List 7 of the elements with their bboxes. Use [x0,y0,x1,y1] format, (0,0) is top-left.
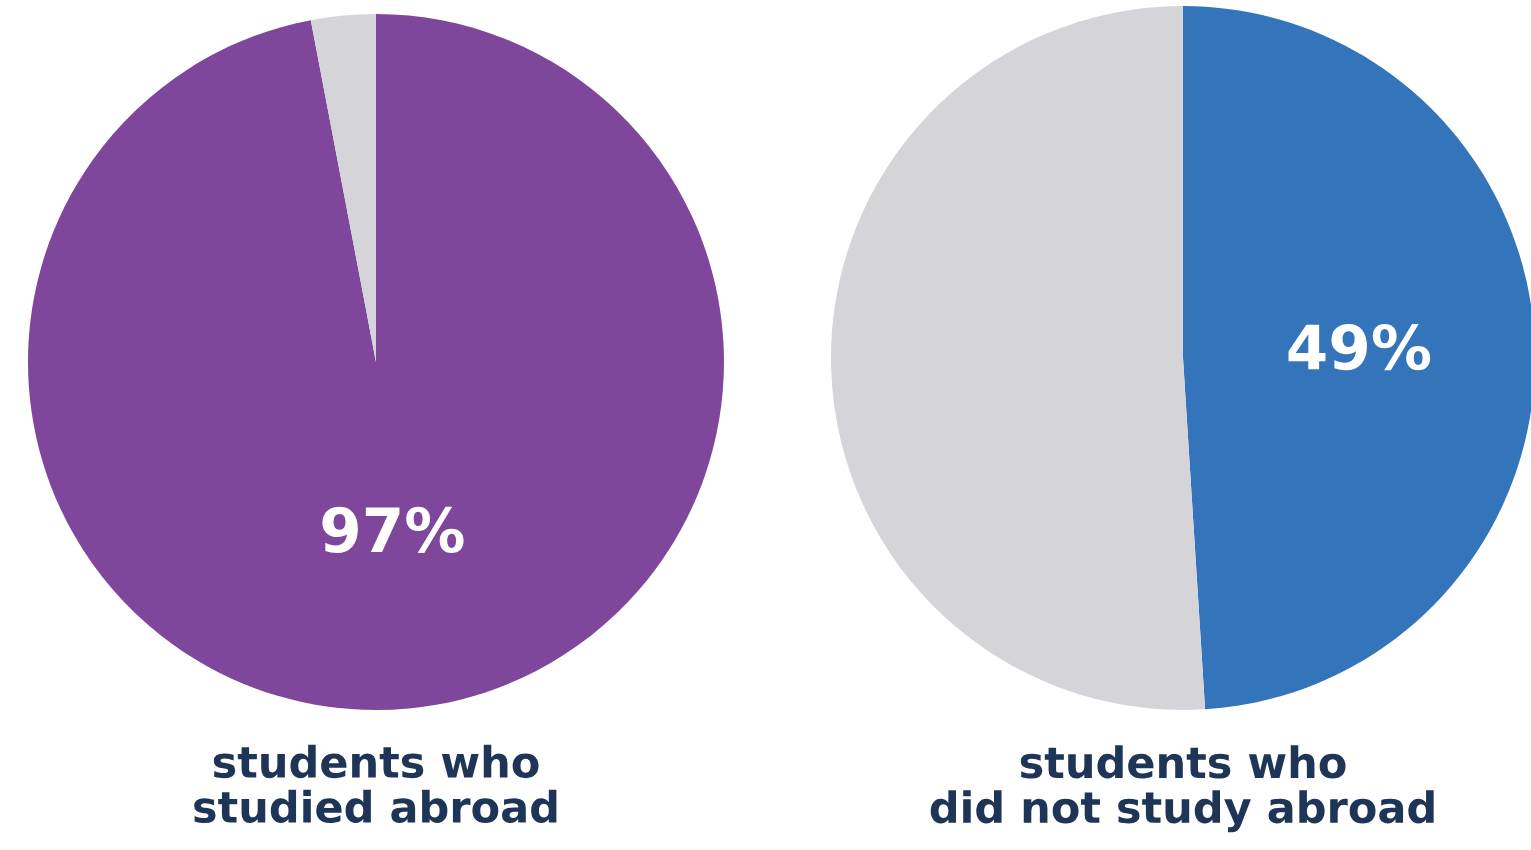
pie-slice [831,6,1206,710]
pie-slice [310,14,376,362]
text: students who studied abroad [194,744,557,824]
data-label: 49% [1288,323,1431,371]
pie-slice [28,14,724,710]
data-label: 97% [322,506,464,553]
text: students who did not study abroad [930,745,1434,833]
